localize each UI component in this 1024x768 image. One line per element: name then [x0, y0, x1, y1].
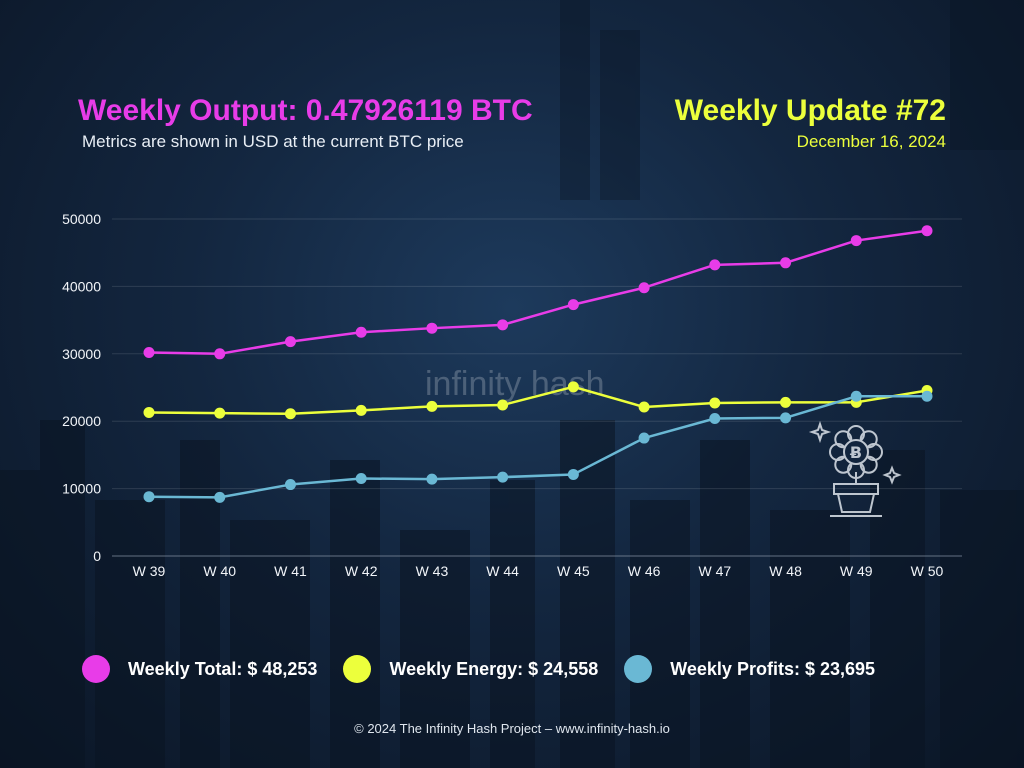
data-point: [426, 400, 438, 412]
data-point: [497, 399, 509, 411]
data-point: [214, 407, 226, 419]
data-point: [638, 401, 650, 413]
data-point: [709, 259, 721, 271]
legend-label-total: Weekly Total: $ 48,253: [128, 658, 318, 679]
legend-item-total: Weekly Total: $ 48,253: [82, 655, 317, 683]
data-point: [850, 390, 862, 402]
y-tick-label: 30000: [62, 346, 101, 362]
data-point: [780, 257, 792, 269]
y-tick-label: 10000: [62, 481, 101, 497]
sparkle-icon: [882, 465, 902, 485]
legend-dot-energy: [343, 655, 372, 683]
flower-center: [843, 439, 869, 465]
update-title: Weekly Update #72: [674, 94, 946, 127]
sparkle-icon: [808, 420, 832, 444]
data-point: [355, 472, 367, 484]
data-point: [355, 404, 367, 416]
data-point: [567, 381, 579, 393]
data-point: [143, 406, 155, 418]
legend-dot-profits: [624, 655, 653, 683]
legend-label-profits: Weekly Profits: $ 23,695: [670, 658, 876, 679]
legend-item-profits: Weekly Profits: $ 23,695: [624, 655, 875, 683]
data-point: [143, 346, 155, 358]
data-point: [780, 396, 792, 408]
data-point: [143, 491, 155, 503]
data-point: [497, 319, 509, 331]
data-point: [709, 413, 721, 425]
x-tick-label: W 41: [274, 563, 307, 579]
legend-item-energy: Weekly Energy: $ 24,558: [343, 655, 598, 683]
data-point: [426, 322, 438, 334]
bitcoin-plant-icon: Ƀ: [808, 420, 902, 517]
x-tick-label: W 47: [698, 563, 731, 579]
x-tick-label: W 44: [486, 563, 519, 579]
data-point: [284, 479, 296, 491]
legend-label-energy: Weekly Energy: $ 24,558: [389, 658, 599, 679]
x-tick-label: W 46: [628, 563, 661, 579]
chart-title: Weekly Output: 0.47926119 BTC: [78, 94, 533, 127]
bitcoin-glyph: Ƀ: [850, 443, 862, 462]
y-tick-label: 0: [93, 548, 101, 564]
data-point: [497, 471, 509, 483]
update-date: December 16, 2024: [796, 132, 946, 151]
data-point: [567, 299, 579, 311]
y-tick-label: 50000: [62, 211, 101, 227]
data-point: [709, 397, 721, 409]
pot-rim: [833, 483, 879, 495]
x-tick-label: W 49: [840, 563, 873, 579]
data-point: [780, 412, 792, 424]
x-tick-label: W 39: [133, 563, 166, 579]
data-point: [214, 491, 226, 503]
footer: © 2024 The Infinity Hash Project – www.i…: [354, 721, 670, 736]
data-point: [355, 326, 367, 338]
data-point: [284, 336, 296, 348]
data-point: [426, 473, 438, 485]
x-tick-label: W 43: [416, 563, 449, 579]
data-point: [638, 282, 650, 294]
data-point: [284, 408, 296, 420]
x-tick-label: W 40: [203, 563, 236, 579]
data-point: [214, 348, 226, 360]
data-point: [567, 468, 579, 480]
petal-shape: [859, 430, 878, 449]
x-tick-label: W 42: [345, 563, 378, 579]
series-line: [148, 229, 928, 356]
data-point: [850, 235, 862, 247]
x-tick-label: W 45: [557, 563, 590, 579]
pot-body: [837, 493, 875, 513]
legend: Weekly Total: $ 48,253 Weekly Energy: $ …: [82, 652, 901, 686]
data-point: [638, 432, 650, 444]
x-tick-label: W 48: [769, 563, 802, 579]
legend-dot-total: [82, 655, 110, 683]
y-tick-label: 20000: [62, 413, 101, 429]
series-line: [148, 395, 928, 499]
chart-subtitle: Metrics are shown in USD at the current …: [82, 132, 464, 151]
series-line: [148, 385, 928, 416]
data-point: [921, 225, 933, 237]
x-tick-label: W 50: [911, 563, 944, 579]
data-point: [921, 390, 933, 402]
y-tick-label: 40000: [62, 278, 101, 294]
